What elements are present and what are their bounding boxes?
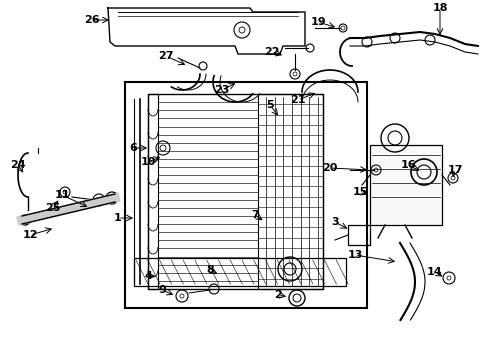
Text: 24: 24 [10,160,26,170]
Text: 12: 12 [22,230,38,240]
Text: 2: 2 [274,290,281,300]
Bar [369,145,441,225]
Text: 18: 18 [431,3,447,13]
Text: 7: 7 [251,210,258,220]
Text: 9: 9 [158,285,165,295]
Text: 5: 5 [265,100,273,110]
Text: 25: 25 [45,203,61,213]
Text: 17: 17 [447,165,462,175]
Bar [148,94,158,289]
Text: 22: 22 [264,47,279,57]
Text: 11: 11 [54,190,70,200]
Text: 10: 10 [140,157,155,167]
Text: 26: 26 [84,15,100,25]
Text: 13: 13 [346,250,362,260]
Text: 8: 8 [206,265,213,275]
Text: 15: 15 [351,187,367,197]
Bar [258,94,323,289]
Bar [347,225,369,245]
Bar [148,94,323,289]
Text: 16: 16 [399,160,415,170]
Text: 21: 21 [290,95,305,105]
Bar [134,258,346,286]
Text: 19: 19 [309,17,325,27]
Text: 3: 3 [330,217,338,227]
Text: 23: 23 [214,85,229,95]
Bar [125,82,366,308]
Text: 20: 20 [322,163,337,173]
Text: 14: 14 [427,267,442,277]
Text: 27: 27 [158,51,173,61]
Text: 4: 4 [144,271,152,281]
Text: 6: 6 [129,143,137,153]
Text: 1: 1 [114,213,122,223]
